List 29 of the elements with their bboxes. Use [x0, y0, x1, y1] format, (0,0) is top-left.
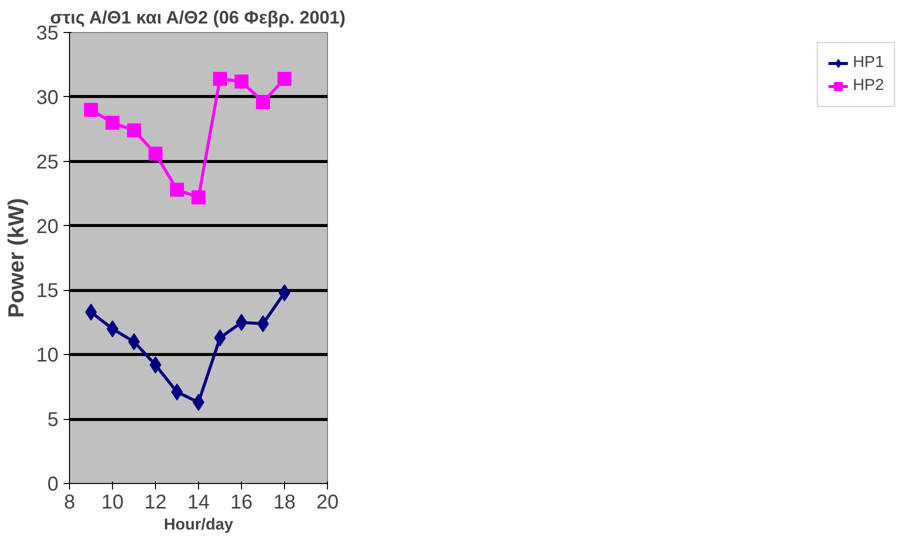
y-axis-title: Power (kW) [3, 198, 28, 318]
y-tick-label: 30 [36, 86, 59, 109]
point [192, 190, 206, 204]
y-tick-label: 20 [36, 216, 59, 238]
x-tick-label: 14 [187, 492, 210, 514]
x-tick-label: 16 [230, 492, 253, 514]
x-tick-label: 12 [144, 492, 167, 514]
point [148, 146, 162, 161]
point [256, 95, 270, 110]
y-tick-label: 10 [36, 344, 59, 367]
x-tick-label: 20 [316, 492, 339, 514]
point [234, 74, 248, 88]
x-tick-label: 10 [101, 492, 124, 514]
legend-label: HP2 [852, 77, 884, 95]
y-tick-label: 25 [36, 151, 59, 174]
x-tick-label: 18 [273, 492, 296, 514]
y-tick-label: 5 [47, 409, 58, 432]
point [213, 72, 227, 86]
y-tick-label: 15 [36, 280, 59, 302]
point [127, 123, 141, 138]
x-axis-title: Hour/day [164, 516, 234, 534]
x-tick-label: 8 [64, 492, 76, 514]
point [106, 116, 120, 130]
legend-label: HP1 [852, 54, 884, 72]
point [84, 102, 98, 117]
point [170, 182, 184, 197]
point [278, 72, 292, 86]
y-tick-label: 0 [47, 474, 58, 496]
y-tick-label: 35 [36, 22, 59, 44]
